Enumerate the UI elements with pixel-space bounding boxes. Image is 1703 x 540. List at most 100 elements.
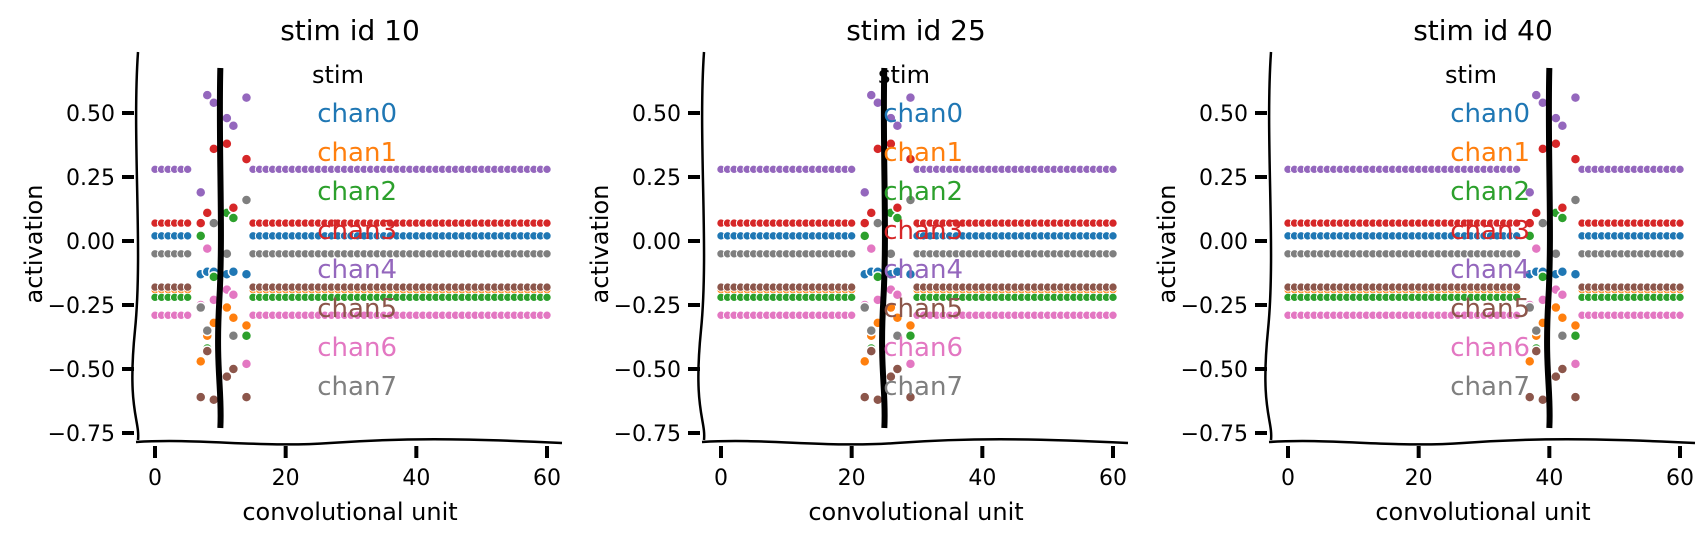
response-point-chan1 bbox=[194, 355, 207, 368]
chart-title: stim id 10 bbox=[280, 14, 420, 47]
point-chan6 bbox=[182, 310, 193, 320]
x-tick-label: 40 bbox=[968, 466, 996, 491]
response-point-chan5 bbox=[227, 363, 240, 375]
y-tick-label: 0.50 bbox=[66, 102, 115, 127]
response-point-chan0 bbox=[240, 268, 253, 281]
response-point-chan2 bbox=[227, 212, 240, 224]
legend-entry-chan2: chan2 bbox=[883, 177, 963, 207]
legend-entry-chan1: chan1 bbox=[317, 138, 397, 168]
response-point-chan7 bbox=[858, 301, 871, 314]
point-chan3 bbox=[542, 218, 552, 228]
response-point-chan2 bbox=[858, 230, 871, 242]
point-chan6 bbox=[1108, 310, 1118, 320]
y-tick-label: −0.75 bbox=[1181, 422, 1248, 447]
response-point-chan6 bbox=[865, 242, 878, 255]
y-tick-label: −0.25 bbox=[614, 294, 681, 319]
y-tick-label: 0.25 bbox=[66, 166, 115, 191]
point-chan0 bbox=[182, 231, 193, 241]
response-point-chan0 bbox=[227, 265, 240, 278]
x-axis-spine bbox=[1268, 438, 1696, 446]
point-chan2 bbox=[846, 292, 857, 303]
response-point-chan1 bbox=[240, 319, 253, 332]
response-point-chan3 bbox=[227, 201, 240, 214]
response-point-chan3 bbox=[221, 137, 233, 150]
response-point-chan0 bbox=[904, 268, 917, 281]
response-point-chan4 bbox=[904, 91, 917, 104]
x-tick-label: 0 bbox=[714, 466, 728, 491]
chart-panel-0: stim id 10 0.50 0.25 0.00 −0.25 −0.50 −0.75 0 20… bbox=[20, 14, 563, 526]
y-tick-label: −0.75 bbox=[48, 422, 115, 447]
point-chan7 bbox=[182, 249, 193, 259]
y-tick-label: −0.25 bbox=[48, 294, 115, 319]
response-point-chan5 bbox=[201, 345, 214, 357]
response-point-chan7 bbox=[1523, 301, 1536, 314]
point-chan2 bbox=[542, 292, 552, 303]
response-point-chan4 bbox=[1523, 186, 1536, 199]
point-chan0 bbox=[542, 231, 552, 241]
response-point-chan4 bbox=[865, 89, 878, 101]
response-point-chan0 bbox=[1569, 268, 1582, 281]
point-chan2 bbox=[1108, 292, 1118, 303]
response-point-chan3 bbox=[1530, 207, 1543, 219]
response-point-chan3 bbox=[201, 207, 214, 219]
point-chan5 bbox=[1108, 282, 1118, 292]
response-point-chan2 bbox=[1523, 230, 1536, 242]
point-chan5 bbox=[1675, 282, 1685, 292]
y-tick-label: 0.25 bbox=[1199, 166, 1248, 191]
legend-entry-chan4: chan4 bbox=[883, 255, 963, 285]
response-point-chan7 bbox=[904, 194, 917, 206]
x-tick-label: 60 bbox=[1099, 466, 1127, 491]
x-axis-label: convolutional unit bbox=[1375, 498, 1590, 526]
response-point-chan6 bbox=[240, 358, 253, 370]
response-point-chan1 bbox=[1523, 355, 1536, 368]
legend-entry-chan3: chan3 bbox=[1450, 216, 1530, 246]
point-chan7 bbox=[542, 249, 552, 259]
response-point-chan3 bbox=[891, 201, 904, 214]
response-point-chan2 bbox=[1556, 212, 1569, 224]
response-point-chan1 bbox=[858, 355, 871, 368]
y-axis-spine bbox=[131, 51, 140, 441]
response-point-chan1 bbox=[227, 312, 240, 324]
point-chan3 bbox=[1675, 218, 1685, 228]
response-point-chan7 bbox=[865, 324, 878, 337]
legend-entry-chan2: chan2 bbox=[1450, 177, 1530, 207]
y-tick-label: −0.50 bbox=[48, 358, 115, 383]
response-point-chan7 bbox=[194, 301, 207, 314]
response-point-chan3 bbox=[1569, 153, 1582, 165]
chart-panel-2: stim id 40 0.50 0.25 0.00 −0.25 −0.50 −0.75 0 20… bbox=[1153, 14, 1696, 526]
response-point-chan7 bbox=[1537, 217, 1549, 229]
point-chan4 bbox=[182, 164, 193, 175]
response-point-chan1 bbox=[891, 312, 904, 324]
response-point-chan7 bbox=[1569, 194, 1582, 206]
legend-entry-chan4: chan4 bbox=[317, 255, 397, 285]
point-chan2 bbox=[182, 292, 193, 303]
point-chan6 bbox=[542, 310, 552, 320]
response-point-chan7 bbox=[872, 217, 884, 229]
legend-title: stim bbox=[878, 61, 930, 89]
response-point-chan7 bbox=[201, 324, 214, 337]
legend-entry-chan6: chan6 bbox=[1450, 333, 1530, 363]
response-point-chan5 bbox=[1530, 345, 1543, 357]
legend-entry-chan0: chan0 bbox=[1450, 99, 1530, 129]
response-point-chan5 bbox=[240, 391, 253, 403]
response-point-chan7 bbox=[1530, 324, 1543, 337]
legend-title: stim bbox=[312, 61, 364, 89]
response-point-chan4 bbox=[240, 91, 253, 104]
response-point-chan3 bbox=[904, 153, 917, 165]
response-point-chan2 bbox=[240, 329, 253, 342]
response-point-chan3 bbox=[1523, 217, 1536, 229]
point-chan2 bbox=[1675, 292, 1685, 303]
legend-entry-chan6: chan6 bbox=[317, 333, 397, 363]
response-point-chan3 bbox=[1550, 137, 1562, 150]
stim-line bbox=[1544, 67, 1553, 429]
legend-entry-chan5: chan5 bbox=[317, 294, 397, 324]
response-point-chan0 bbox=[891, 265, 904, 278]
point-chan4 bbox=[542, 164, 552, 175]
x-tick-label: 0 bbox=[148, 466, 162, 491]
x-axis-spine bbox=[135, 438, 563, 446]
y-tick-label: 0.25 bbox=[632, 166, 681, 191]
response-point-chan4 bbox=[1530, 89, 1543, 101]
point-chan0 bbox=[1675, 231, 1685, 241]
legend-entry-chan6: chan6 bbox=[883, 333, 963, 363]
response-point-chan7 bbox=[240, 194, 253, 206]
